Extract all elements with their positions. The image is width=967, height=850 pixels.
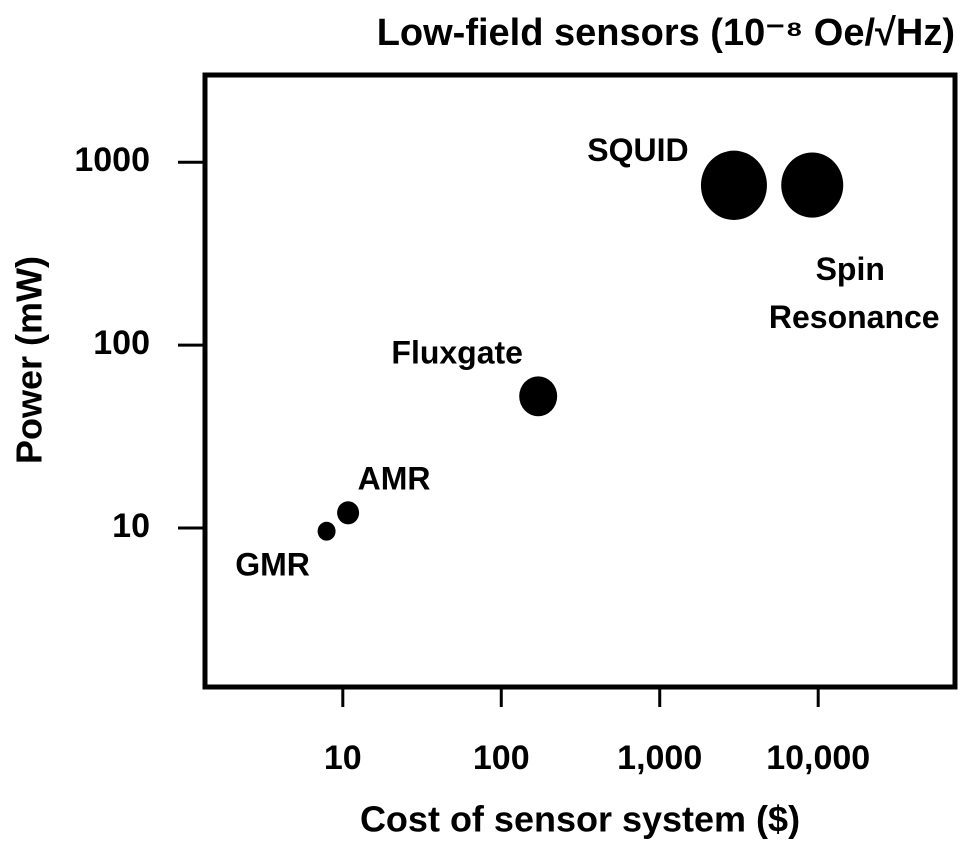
bubble [337,501,360,525]
bubble [317,521,336,541]
bubble [700,150,767,220]
chart-title: Low-field sensors (10⁻⁸ Oe/√Hz) [377,12,955,54]
x-tick-label: 1,000 [617,739,702,777]
x-tick-label: 10 [324,739,362,777]
y-axis-title: Power (mW) [9,256,50,464]
point-label: SQUID [587,132,688,168]
plot-frame [202,72,958,690]
point-label: Fluxgate [391,335,523,371]
y-tick-label: 1000 [74,141,150,179]
point-label: GMR [235,547,310,583]
x-axis-title: Cost of sensor system ($) [360,799,800,840]
point-label: Spin Resonance [769,252,940,336]
bubble [519,376,558,417]
point-label: AMR [358,460,431,496]
y-tick-label: 100 [93,324,150,362]
x-tick-label: 10,000 [766,739,870,777]
bubble [781,152,844,218]
x-tick-label: 100 [473,739,530,777]
y-tick-label: 10 [112,507,150,545]
